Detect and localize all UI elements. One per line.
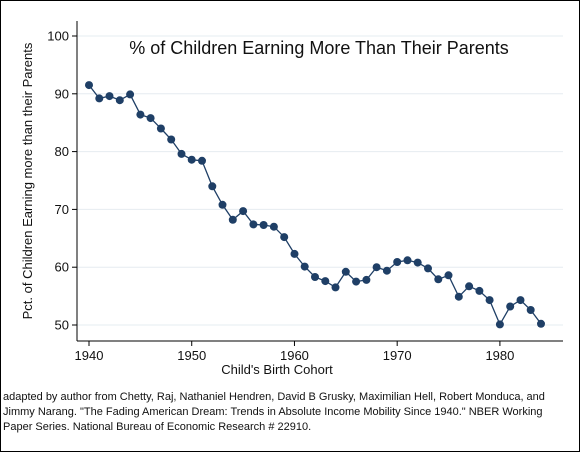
data-points <box>85 81 545 329</box>
data-point <box>403 256 412 265</box>
y-tick-label: 100 <box>47 29 69 44</box>
plot-area <box>77 21 563 341</box>
data-point <box>249 220 258 229</box>
source-line-2: Jimmy Narang. "The Fading American Dream… <box>3 406 543 418</box>
source-line-3: Paper Series. National Bureau of Economi… <box>3 421 312 433</box>
data-point <box>198 156 206 165</box>
x-axis-title: Child's Birth Cohort <box>221 362 333 377</box>
data-point <box>85 81 93 90</box>
y-tick-label: 70 <box>55 202 69 217</box>
y-axis-title: Pct. of Children Earning more than their… <box>20 42 35 319</box>
data-point <box>228 215 237 224</box>
data-point <box>300 262 309 271</box>
data-point <box>434 275 443 284</box>
data-point <box>187 155 196 164</box>
y-tick-label: 90 <box>55 86 69 101</box>
data-point <box>352 277 361 286</box>
data-point <box>537 319 545 328</box>
data-point <box>321 277 330 286</box>
data-point <box>126 90 135 99</box>
source-note: adapted by author from Chetty, Raj, Nath… <box>3 390 577 435</box>
gridlines <box>77 35 563 326</box>
data-point <box>475 286 484 295</box>
data-point <box>218 200 227 209</box>
data-point <box>341 267 350 276</box>
data-point <box>269 222 278 231</box>
data-point <box>311 273 319 281</box>
x-tick-label: 1960 <box>280 348 309 363</box>
data-point <box>424 264 432 273</box>
data-point <box>259 221 268 229</box>
data-point <box>516 296 525 305</box>
x-tick-label: 1980 <box>485 348 514 363</box>
data-point <box>167 135 176 144</box>
data-point <box>95 94 104 103</box>
data-point <box>393 258 402 266</box>
x-tick-label: 1950 <box>177 348 206 363</box>
axes <box>76 21 563 342</box>
x-tick-label: 1970 <box>383 348 412 363</box>
x-axis-ticks: 1940 1950 1960 1970 1980 <box>75 341 514 363</box>
y-axis-ticks: 50 60 70 80 90 100 <box>47 29 77 333</box>
data-point <box>146 114 155 123</box>
data-point <box>372 263 381 272</box>
data-point <box>208 182 217 191</box>
line-chart: 50 60 70 80 90 100 1940 1950 1960 1970 1980 % of … <box>20 21 563 377</box>
y-tick-label: 50 <box>55 318 69 333</box>
data-point <box>105 92 114 101</box>
data-point <box>465 282 474 291</box>
chart-title: % of Children Earning More Than Their Pa… <box>129 38 509 58</box>
data-point <box>526 306 535 314</box>
data-point <box>156 124 165 133</box>
data-point <box>506 302 515 311</box>
data-point <box>331 283 340 292</box>
data-point <box>495 320 504 329</box>
data-point <box>239 207 248 216</box>
data-point <box>290 249 299 258</box>
data-point <box>280 233 289 242</box>
data-point <box>177 149 186 158</box>
source-line-1: adapted by author from Chetty, Raj, Nath… <box>3 391 545 403</box>
y-tick-label: 60 <box>55 260 69 275</box>
data-point <box>136 110 145 119</box>
data-point <box>485 296 494 305</box>
data-point <box>413 258 422 267</box>
y-tick-label: 80 <box>55 144 69 159</box>
data-point <box>444 271 453 280</box>
x-tick-label: 1940 <box>75 348 104 363</box>
data-point <box>362 275 371 284</box>
data-point <box>382 266 391 275</box>
data-point <box>115 96 124 105</box>
data-point <box>454 292 463 301</box>
